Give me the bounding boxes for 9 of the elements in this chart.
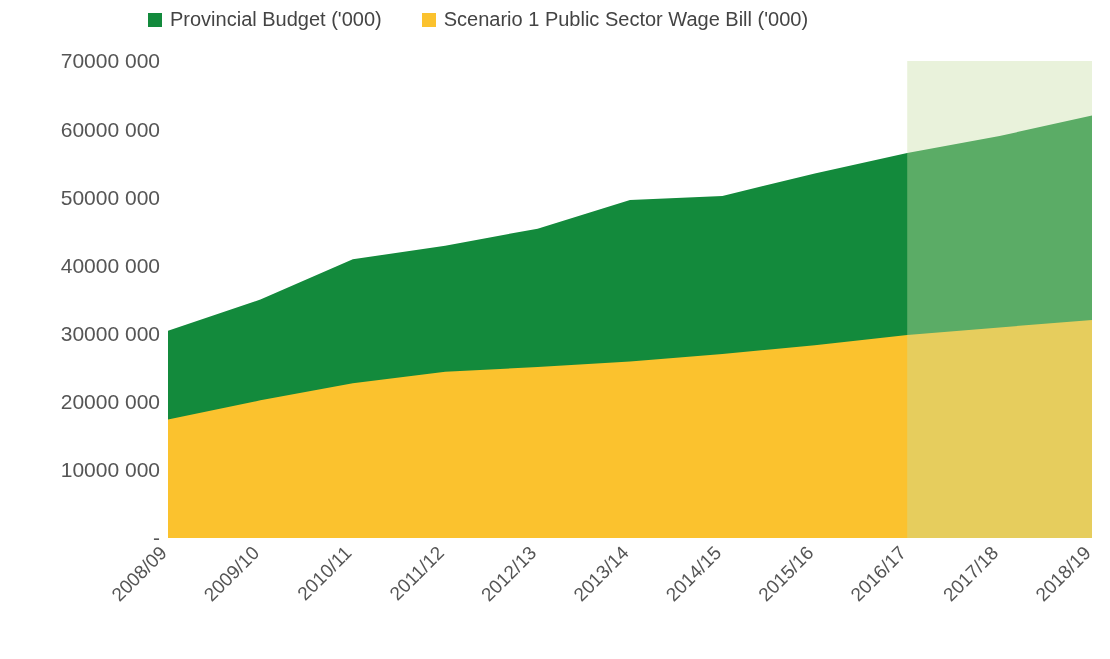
y-tick-label: 40000 000 bbox=[60, 253, 160, 277]
y-tick-label: 50000 000 bbox=[60, 185, 160, 209]
y-tick-label: 60000 000 bbox=[60, 117, 160, 141]
legend-label: Scenario 1 Public Sector Wage Bill ('000) bbox=[442, 8, 809, 31]
y-tick-label: 10000 000 bbox=[60, 458, 160, 482]
y-tick-label: 70000 000 bbox=[60, 49, 160, 73]
y-tick-label: 30000 000 bbox=[60, 322, 160, 346]
y-tick-label: 20000 000 bbox=[60, 390, 160, 414]
legend-label: Provincial Budget ('000) bbox=[169, 8, 382, 31]
